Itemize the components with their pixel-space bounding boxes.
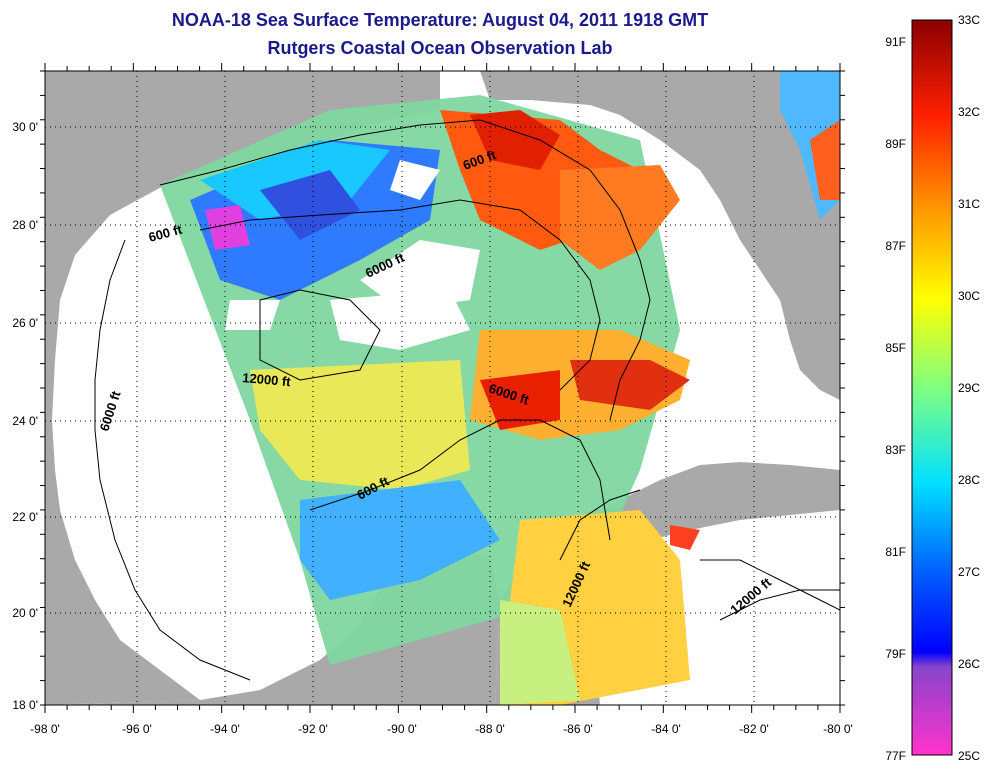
map-title: NOAA-18 Sea Surface Temperature: August … (171, 10, 709, 30)
colorbar-label-f: 85F (885, 341, 906, 355)
colorbar-label-f: 79F (885, 647, 906, 661)
colorbar-fahrenheit-labels: 91F 89F 87F 85F 83F 81F 79F 77F (885, 35, 906, 763)
colorbar-label-f: 91F (885, 35, 906, 49)
y-tick-label: 22 0' (12, 510, 38, 524)
colorbar-label-f: 89F (885, 137, 906, 151)
map-subtitle: Rutgers Coastal Ocean Observation Lab (267, 38, 613, 58)
colorbar-label-f: 81F (885, 545, 906, 559)
y-tick-label: 20 0' (12, 606, 38, 620)
x-tick-label: -80 0' (823, 722, 853, 736)
contour-label: 12000 ft (242, 370, 292, 389)
y-tick-label: 24 0' (12, 414, 38, 428)
x-tick-label: -82 0' (739, 722, 769, 736)
colorbar-label-c: 27C (958, 565, 980, 579)
y-tick-label: 28 0' (12, 218, 38, 232)
axis-ticks (40, 63, 845, 713)
colorbar-label-c: 29C (958, 381, 980, 395)
y-tick-label: 30 0' (12, 120, 38, 134)
x-axis-labels: -98 0' -96 0' -94 0' -92 0' -90 0' -88 0… (30, 722, 853, 736)
colorbar-label-f: 77F (885, 749, 906, 763)
bathymetry-contours (94, 119, 840, 681)
graticule (45, 71, 840, 705)
colorbar-label-c: 30C (958, 289, 980, 303)
colorbar (911, 19, 953, 756)
x-tick-label: -90 0' (387, 722, 417, 736)
colorbar-label-c: 31C (958, 197, 980, 211)
colorbar-label-f: 87F (885, 239, 906, 253)
colorbar-label-c: 28C (958, 473, 980, 487)
x-tick-label: -94 0' (210, 722, 240, 736)
x-tick-label: -88 0' (475, 722, 505, 736)
x-tick-label: -84 0' (651, 722, 681, 736)
x-tick-label: -96 0' (122, 722, 152, 736)
colorbar-label-c: 26C (958, 657, 980, 671)
sst-swath (160, 71, 840, 705)
colorbar-label-c: 33C (958, 13, 980, 27)
y-tick-label: 26 0' (12, 316, 38, 330)
y-tick-label: 18 0' (12, 698, 38, 712)
land-usa-west (45, 71, 440, 705)
colorbar-label-c: 32C (958, 105, 980, 119)
colorbar-label-c: 25C (958, 749, 980, 763)
x-tick-label: -98 0' (30, 722, 60, 736)
colorbar-celsius-labels: 33C 32C 31C 30C 29C 28C 27C 26C 25C (958, 13, 980, 763)
colorbar-label-f: 83F (885, 443, 906, 457)
land-florida (480, 71, 840, 400)
x-tick-label: -86 0' (563, 722, 593, 736)
y-axis-labels: 30 0' 28 0' 26 0' 24 0' 22 0' 20 0' 18 0… (12, 120, 38, 712)
land-cuba (590, 462, 840, 545)
x-tick-label: -92 0' (298, 722, 328, 736)
